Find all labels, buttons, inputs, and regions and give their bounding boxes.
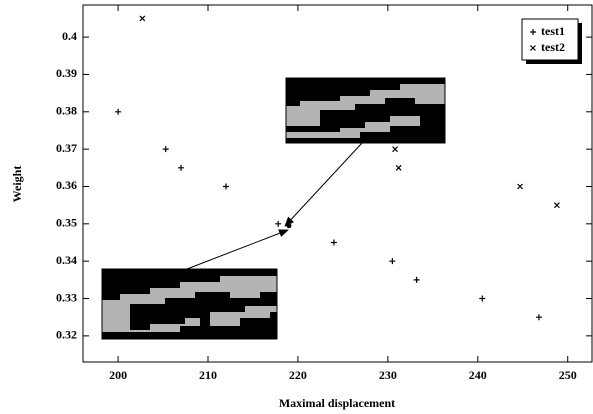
- point: [535, 314, 542, 321]
- x-tick-label: 230: [379, 368, 397, 382]
- legend-marker: [530, 45, 536, 51]
- point: [275, 220, 282, 227]
- point: [139, 15, 146, 22]
- x-tick-label: 250: [559, 368, 577, 382]
- point: [554, 202, 560, 209]
- point: [115, 108, 122, 115]
- y-tick-label: 0.4: [62, 29, 77, 43]
- inset-image-top: [285, 77, 446, 144]
- x-tick-label: 220: [289, 368, 307, 382]
- point: [330, 239, 337, 246]
- point: [517, 183, 523, 190]
- point: [222, 183, 229, 190]
- legend: test1 test2: [521, 18, 582, 64]
- plot-frame: [82, 4, 593, 363]
- y-tick-label: 0.36: [56, 178, 77, 192]
- legend-label: test2: [541, 40, 565, 54]
- arrow: [284, 142, 363, 227]
- x-tick-label: 240: [469, 368, 487, 382]
- y-tick-label: 0.37: [56, 141, 77, 155]
- y-tick-label: 0.39: [56, 66, 77, 80]
- point: [479, 295, 486, 302]
- inset-image-bottom: [101, 268, 278, 340]
- y-tick-label: 0.34: [56, 253, 77, 267]
- y-tick-label: 0.38: [56, 104, 77, 118]
- point: [162, 146, 169, 153]
- y-tick-label: 0.33: [56, 290, 77, 304]
- point: [389, 258, 396, 265]
- y-axis-label: Weight: [10, 166, 24, 203]
- y-tick-label: 0.32: [56, 328, 77, 342]
- x-tick-label: 200: [109, 368, 127, 382]
- x-axis-label: Maximal displacement: [279, 396, 395, 410]
- legend-label: test1: [541, 24, 565, 38]
- legend-marker: [530, 29, 536, 35]
- point: [392, 146, 398, 153]
- arrow: [186, 229, 289, 270]
- y-tick-label: 0.35: [56, 216, 77, 230]
- x-tick-label: 210: [199, 368, 217, 382]
- point: [413, 276, 420, 283]
- point: [178, 164, 185, 171]
- point: [395, 164, 402, 171]
- highlight-point: [286, 223, 292, 229]
